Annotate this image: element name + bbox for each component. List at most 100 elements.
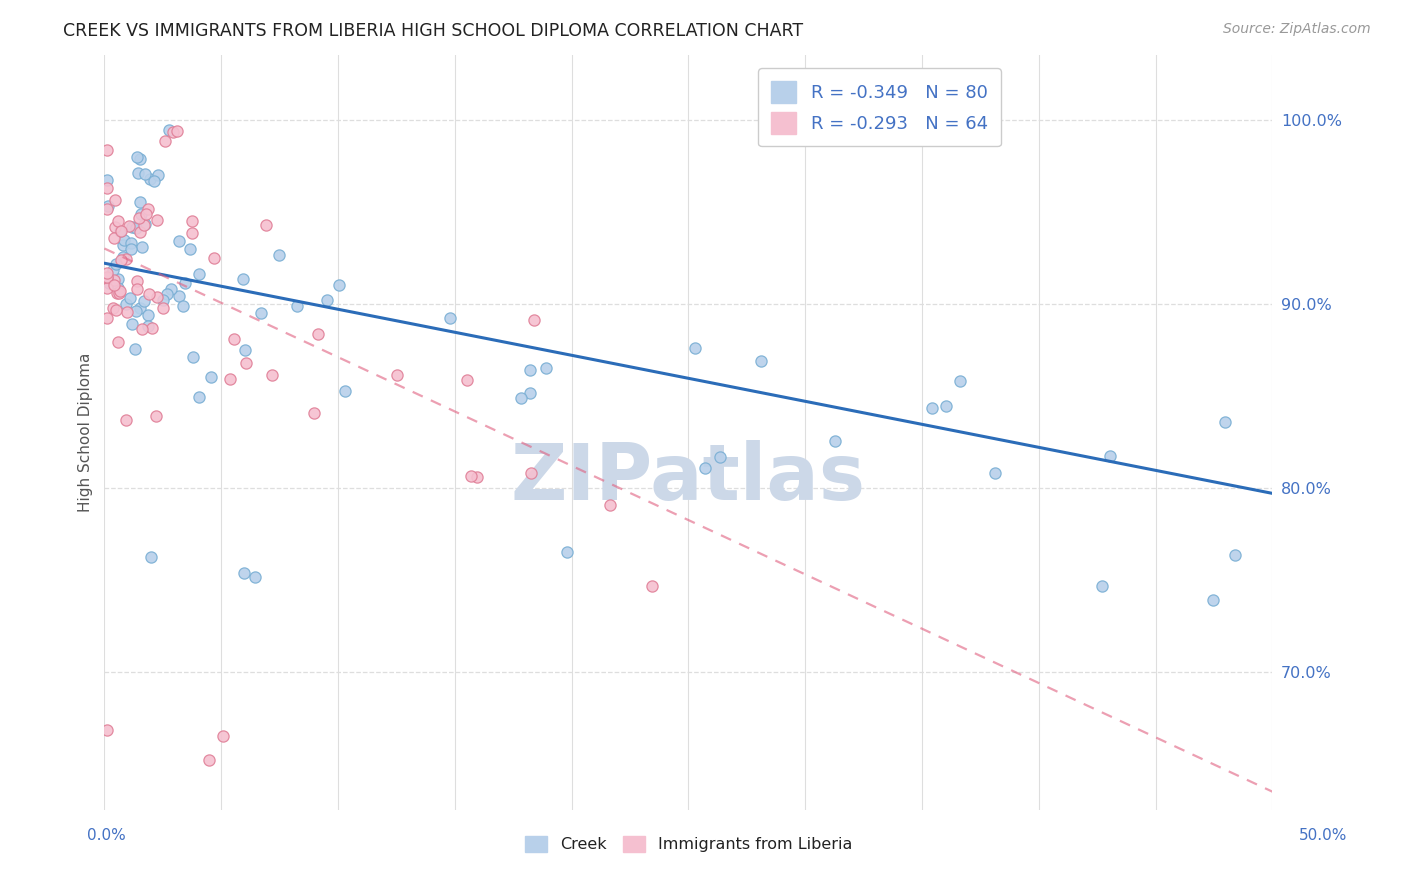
Point	[304, 406, 326, 420]
Point	[135, 207, 157, 221]
Point	[128, 301, 150, 316]
Point	[219, 372, 242, 386]
Point	[96, 266, 118, 280]
Point	[460, 468, 482, 483]
Point	[121, 219, 143, 234]
Point	[222, 332, 245, 346]
Point	[162, 125, 184, 139]
Point	[152, 293, 174, 307]
Point	[101, 301, 124, 316]
Point	[599, 498, 621, 512]
Point	[127, 166, 149, 180]
Point	[115, 412, 138, 426]
Point	[104, 193, 127, 207]
Point	[316, 293, 339, 307]
Point	[103, 273, 125, 287]
Point	[156, 287, 179, 301]
Point	[520, 466, 543, 480]
Point	[155, 134, 177, 148]
Point	[157, 123, 180, 137]
Text: 50.0%: 50.0%	[1299, 829, 1347, 843]
Point	[249, 306, 271, 320]
Point	[519, 385, 541, 400]
Point	[1223, 549, 1246, 563]
Point	[127, 274, 149, 288]
Point	[121, 318, 143, 332]
Point	[169, 289, 191, 303]
Point	[749, 354, 772, 368]
Point	[333, 384, 356, 398]
Point	[695, 460, 717, 475]
Point	[97, 199, 120, 213]
Text: ZIPatlas: ZIPatlas	[510, 440, 866, 516]
Point	[824, 434, 846, 448]
Point	[96, 181, 118, 195]
Point	[145, 409, 167, 423]
Point	[145, 213, 167, 227]
Point	[110, 253, 132, 268]
Point	[146, 290, 169, 304]
Point	[115, 297, 138, 311]
Point	[439, 310, 461, 325]
Point	[136, 308, 159, 322]
Point	[101, 262, 124, 277]
Point	[685, 341, 707, 355]
Y-axis label: High School Diploma: High School Diploma	[79, 353, 93, 512]
Point	[136, 319, 159, 334]
Point	[232, 271, 254, 285]
Point	[96, 723, 118, 738]
Point	[105, 257, 128, 271]
Point	[1202, 592, 1225, 607]
Point	[107, 271, 129, 285]
Point	[536, 360, 558, 375]
Point	[1098, 449, 1121, 463]
Point	[456, 373, 478, 387]
Point	[307, 327, 329, 342]
Point	[131, 322, 153, 336]
Point	[97, 270, 120, 285]
Text: 0.0%: 0.0%	[87, 829, 127, 843]
Point	[129, 207, 152, 221]
Point	[211, 729, 233, 743]
Point	[103, 277, 125, 292]
Point	[112, 233, 135, 247]
Point	[108, 286, 131, 301]
Point	[181, 350, 204, 364]
Point	[120, 242, 142, 256]
Point	[285, 299, 308, 313]
Point	[136, 202, 159, 216]
Point	[108, 284, 131, 298]
Point	[555, 545, 578, 559]
Point	[202, 251, 225, 265]
Point	[465, 469, 488, 483]
Point	[385, 368, 408, 382]
Point	[118, 219, 141, 233]
Point	[134, 167, 156, 181]
Point	[188, 267, 211, 281]
Point	[114, 252, 136, 266]
Point	[921, 401, 943, 415]
Point	[107, 281, 129, 295]
Point	[128, 153, 150, 167]
Point	[1091, 579, 1114, 593]
Point	[243, 570, 266, 584]
Point	[139, 549, 162, 564]
Point	[167, 235, 190, 249]
Legend: R = -0.349   N = 80, R = -0.293   N = 64: R = -0.349 N = 80, R = -0.293 N = 64	[758, 68, 1001, 146]
Point	[118, 291, 141, 305]
Point	[159, 282, 181, 296]
Point	[254, 219, 277, 233]
Point	[174, 276, 197, 290]
Point	[132, 294, 155, 309]
Point	[523, 312, 546, 326]
Point	[129, 225, 152, 239]
Point	[138, 172, 160, 186]
Point	[110, 223, 132, 237]
Point	[104, 303, 127, 318]
Point	[107, 335, 129, 350]
Point	[124, 342, 146, 356]
Point	[146, 168, 169, 182]
Point	[200, 370, 222, 384]
Point	[519, 363, 541, 377]
Point	[235, 356, 257, 370]
